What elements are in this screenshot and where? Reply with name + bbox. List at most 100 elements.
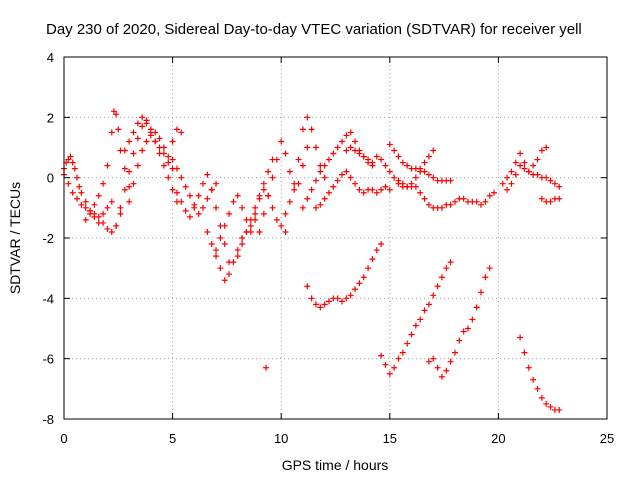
data-point	[543, 400, 550, 407]
data-point	[295, 156, 302, 163]
data-point	[87, 210, 94, 217]
data-point	[169, 138, 176, 145]
data-point	[373, 189, 380, 196]
data-point	[352, 180, 359, 187]
data-point	[282, 150, 289, 157]
data-point	[504, 186, 511, 193]
series-arc-11	[234, 186, 289, 260]
x-tick-label: 0	[60, 431, 67, 446]
data-point	[482, 274, 489, 281]
series-arc-9	[204, 216, 259, 284]
data-point	[178, 129, 185, 136]
data-point	[169, 186, 176, 193]
data-point	[438, 204, 445, 211]
data-point	[213, 204, 220, 211]
data-point	[369, 159, 376, 166]
data-point	[304, 195, 311, 202]
data-point	[478, 289, 485, 296]
data-point	[291, 180, 298, 187]
data-point	[82, 216, 89, 223]
data-point	[343, 295, 350, 302]
data-point	[517, 150, 524, 157]
data-point	[160, 162, 167, 169]
data-point	[143, 138, 150, 145]
data-point	[556, 406, 563, 413]
data-point	[221, 277, 228, 284]
grid-lines	[64, 57, 607, 419]
data-point	[304, 114, 311, 121]
data-point	[517, 334, 524, 341]
data-point	[334, 295, 341, 302]
data-point	[508, 168, 515, 175]
data-point	[234, 253, 241, 260]
y-tick-label: -4	[42, 291, 54, 306]
data-point	[165, 153, 172, 160]
data-point	[382, 361, 389, 368]
data-point	[321, 195, 328, 202]
data-point	[521, 349, 528, 356]
data-point	[247, 216, 254, 223]
data-point	[317, 304, 324, 311]
data-point	[378, 352, 385, 359]
data-point	[286, 198, 293, 205]
data-point	[482, 198, 489, 205]
y-axis-ticks: -8 -6 -4 -2 0 2 4	[42, 50, 607, 427]
data-point	[104, 162, 111, 169]
data-point	[278, 138, 285, 145]
data-point	[556, 183, 563, 190]
data-point	[82, 198, 89, 205]
data-point	[538, 394, 545, 401]
data-point	[178, 198, 185, 205]
data-point	[395, 355, 402, 362]
data-point	[134, 120, 141, 127]
data-point	[308, 126, 315, 133]
data-point	[443, 367, 450, 374]
data-point	[451, 198, 458, 205]
data-point	[152, 138, 159, 145]
data-point	[304, 283, 311, 290]
data-point	[191, 204, 198, 211]
data-point	[67, 153, 74, 160]
data-point	[386, 168, 393, 175]
data-point	[430, 147, 437, 154]
data-point	[308, 186, 315, 193]
data-point	[286, 168, 293, 175]
data-point	[378, 186, 385, 193]
data-point	[339, 298, 346, 305]
data-point	[347, 292, 354, 299]
data-point	[304, 144, 311, 151]
data-point	[412, 174, 419, 181]
data-point	[65, 156, 72, 163]
series-outlier	[262, 364, 269, 371]
y-tick-label: 2	[47, 110, 54, 125]
data-point	[330, 183, 337, 190]
data-point	[325, 156, 332, 163]
data-point	[534, 156, 541, 163]
data-point	[121, 147, 128, 154]
data-point	[226, 271, 233, 278]
data-point	[430, 355, 437, 362]
data-point	[373, 247, 380, 254]
x-tick-label: 15	[383, 431, 397, 446]
data-point	[356, 186, 363, 193]
data-point	[173, 189, 180, 196]
data-point	[382, 162, 389, 169]
data-point	[347, 129, 354, 136]
data-point	[312, 144, 319, 151]
data-point	[521, 159, 528, 166]
data-point	[464, 325, 471, 332]
data-point	[71, 165, 78, 172]
data-point	[352, 286, 359, 293]
data-point	[160, 150, 167, 157]
data-point	[491, 189, 498, 196]
data-point	[234, 247, 241, 254]
data-point	[339, 138, 346, 145]
data-point	[521, 165, 528, 172]
series-arc-25	[517, 334, 563, 413]
data-point	[339, 171, 346, 178]
series-arc-2	[61, 153, 115, 226]
data-point	[147, 132, 154, 139]
data-point	[213, 253, 220, 260]
data-point	[360, 189, 367, 196]
